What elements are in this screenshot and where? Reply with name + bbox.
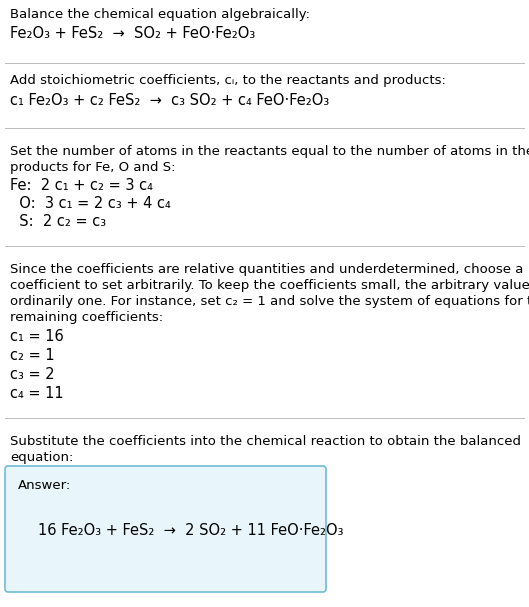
Text: remaining coefficients:: remaining coefficients:: [10, 311, 163, 324]
Text: equation:: equation:: [10, 451, 74, 464]
Text: Balance the chemical equation algebraically:: Balance the chemical equation algebraica…: [10, 8, 310, 21]
Text: c₄ = 11: c₄ = 11: [10, 386, 63, 401]
Text: Set the number of atoms in the reactants equal to the number of atoms in the: Set the number of atoms in the reactants…: [10, 145, 529, 158]
Text: Since the coefficients are relative quantities and underdetermined, choose a: Since the coefficients are relative quan…: [10, 263, 523, 276]
Text: c₁ Fe₂O₃ + c₂ FeS₂  →  c₃ SO₂ + c₄ FeO·Fe₂O₃: c₁ Fe₂O₃ + c₂ FeS₂ → c₃ SO₂ + c₄ FeO·Fe₂…: [10, 93, 329, 108]
Text: Answer:: Answer:: [18, 479, 71, 492]
Text: 16 Fe₂O₃ + FeS₂  →  2 SO₂ + 11 FeO·Fe₂O₃: 16 Fe₂O₃ + FeS₂ → 2 SO₂ + 11 FeO·Fe₂O₃: [38, 523, 343, 538]
Text: S:  2 c₂ = c₃: S: 2 c₂ = c₃: [10, 214, 106, 229]
Text: products for Fe, O and S:: products for Fe, O and S:: [10, 161, 176, 174]
Text: c₁ = 16: c₁ = 16: [10, 329, 64, 344]
Text: ordinarily one. For instance, set c₂ = 1 and solve the system of equations for t: ordinarily one. For instance, set c₂ = 1…: [10, 295, 529, 308]
Text: Substitute the coefficients into the chemical reaction to obtain the balanced: Substitute the coefficients into the che…: [10, 435, 521, 448]
Text: c₃ = 2: c₃ = 2: [10, 367, 54, 382]
FancyBboxPatch shape: [5, 466, 326, 592]
Text: Add stoichiometric coefficients, cᵢ, to the reactants and products:: Add stoichiometric coefficients, cᵢ, to …: [10, 74, 446, 87]
Text: coefficient to set arbitrarily. To keep the coefficients small, the arbitrary va: coefficient to set arbitrarily. To keep …: [10, 279, 529, 292]
Text: Fe:  2 c₁ + c₂ = 3 c₄: Fe: 2 c₁ + c₂ = 3 c₄: [10, 178, 153, 193]
Text: Fe₂O₃ + FeS₂  →  SO₂ + FeO·Fe₂O₃: Fe₂O₃ + FeS₂ → SO₂ + FeO·Fe₂O₃: [10, 26, 256, 41]
Text: c₂ = 1: c₂ = 1: [10, 348, 54, 363]
Text: O:  3 c₁ = 2 c₃ + 4 c₄: O: 3 c₁ = 2 c₃ + 4 c₄: [10, 196, 171, 211]
